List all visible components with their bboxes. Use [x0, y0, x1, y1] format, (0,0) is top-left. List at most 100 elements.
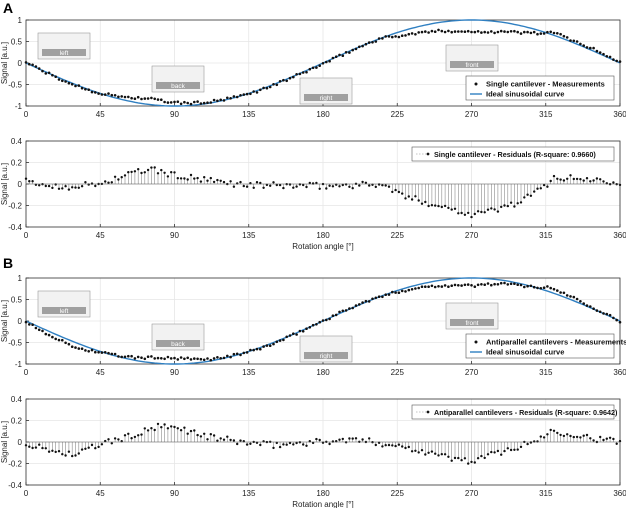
measurement-point: [130, 354, 133, 358]
legend-entry-ideal-curve: Ideal sinusoidal curve: [486, 90, 564, 99]
orientation-inset-left: left: [37, 290, 91, 318]
residual-point: [318, 438, 321, 442]
residual-point: [84, 181, 87, 184]
measurement-point: [94, 350, 97, 354]
measurement-point: [490, 30, 493, 33]
measurement-point: [424, 30, 427, 33]
measurement-point: [77, 84, 81, 87]
measurement-point: [285, 335, 289, 339]
residual-point: [430, 450, 434, 453]
residual-point: [480, 454, 483, 458]
measurement-point: [44, 332, 48, 336]
residual-point: [404, 197, 407, 200]
residual-point: [506, 204, 509, 208]
measurement-point: [41, 69, 44, 73]
residual-point: [216, 178, 219, 182]
residual-point: [450, 208, 453, 211]
measurement-point: [618, 320, 622, 324]
residual-point: [470, 215, 473, 219]
residual-point: [315, 437, 318, 441]
measurement-point: [483, 30, 487, 34]
residual-point: [285, 443, 288, 446]
legend-box: [411, 404, 615, 420]
residual-point: [203, 176, 206, 179]
residual-point: [430, 204, 434, 207]
measurement-point: [110, 93, 114, 97]
residual-point: [582, 179, 585, 182]
measurement-point: [87, 350, 90, 353]
residual-point: [348, 437, 351, 440]
measurement-point: [486, 282, 490, 285]
measurement-point: [556, 289, 559, 292]
measurement-point: [486, 31, 490, 34]
measurement-point: [153, 357, 156, 360]
measurement-point: [579, 42, 582, 46]
residual-point: [569, 434, 572, 438]
x-tick-label: 0: [24, 368, 29, 377]
x-tick-label: 225: [391, 110, 405, 119]
measurement-point: [565, 36, 569, 39]
measurement-point: [268, 85, 272, 89]
residual-point: [549, 179, 552, 183]
measurement-point: [473, 285, 477, 289]
measurement-point: [34, 326, 38, 330]
residual-point: [612, 437, 615, 441]
measurement-point: [183, 100, 186, 104]
measurement-point: [262, 86, 265, 90]
measurement-point: [173, 100, 176, 104]
residual-point: [288, 183, 292, 186]
residual-point: [582, 434, 585, 437]
y-tick-label: -0.5: [8, 339, 22, 348]
measurement-point: [278, 339, 282, 342]
measurement-point: [457, 30, 460, 33]
residual-point: [179, 177, 183, 180]
measurement-point: [430, 29, 434, 33]
residual-point: [196, 176, 199, 180]
residual-point: [47, 184, 51, 188]
residual-point: [519, 445, 523, 449]
residual-point: [443, 453, 447, 456]
residual-point: [434, 452, 437, 455]
measurement-point: [193, 357, 196, 360]
residual-point: [529, 441, 533, 444]
residual-point: [401, 192, 404, 195]
measurement-point: [242, 93, 246, 96]
residual-point: [146, 168, 150, 172]
measurement-point: [496, 30, 500, 34]
residual-point: [186, 432, 189, 435]
residual-point: [28, 445, 31, 448]
inset-label: front: [465, 62, 478, 69]
residual-point: [236, 442, 239, 446]
residual-point: [526, 193, 529, 196]
measurement-point: [298, 72, 302, 76]
measurement-point: [202, 101, 206, 105]
legend: Antiparallel cantilevers - Residuals (R-…: [411, 404, 618, 420]
residual-point: [80, 448, 84, 451]
plot-b-measurements: 0 45 90 135 180 225 270 315 360 -1 -0.5 0 0.5 1 Signal…: [0, 274, 626, 377]
measurement-point: [374, 40, 378, 43]
measurement-point: [47, 71, 51, 75]
legend-entry-residuals: Antiparallel cantilevers - Residuals (R-…: [434, 408, 618, 417]
residual-point: [351, 437, 354, 440]
y-tick-label: 0.2: [11, 159, 23, 168]
residual-point: [552, 429, 556, 432]
residual-point: [368, 184, 371, 187]
residual-point: [539, 187, 542, 190]
residual-point: [127, 171, 130, 174]
residual-point: [302, 183, 305, 187]
measurement-point: [117, 355, 120, 358]
measurement-point: [430, 284, 434, 288]
measurement-point: [140, 97, 143, 101]
y-tick-label: 0.5: [11, 296, 23, 305]
residual-point: [381, 184, 384, 187]
residual-point: [490, 207, 493, 210]
measurement-point: [334, 313, 338, 317]
measurement-point: [404, 290, 407, 293]
measurement-point: [74, 346, 77, 349]
measurement-point: [519, 283, 523, 287]
measurement-point: [569, 295, 572, 298]
residual-point: [496, 449, 500, 453]
inset-base-bar: [156, 340, 200, 347]
measurement-point: [173, 356, 176, 360]
x-axis-label: Rotation angle [°]: [292, 242, 353, 251]
